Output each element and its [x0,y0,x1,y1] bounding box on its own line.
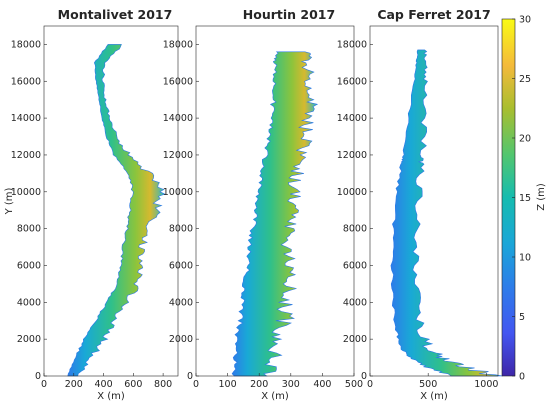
y-tick-label: 4000 [343,297,367,308]
y-axis-ticks: 0 2000 4000 6000 8000 10000 12000 14000 16000 180… [337,39,373,382]
coastline-surface [231,51,319,377]
x-tick-label: 600 [124,379,142,390]
y-tick-label: 14000 [163,113,193,124]
x-axis-label: X (m) [261,391,289,402]
x-axis-label: X (m) [420,391,448,402]
y-tick-label: 14000 [11,113,41,124]
x-tick-label: 500 [419,379,437,390]
colorbar-tick-label: 25 [519,74,531,85]
y-tick-label: 4000 [17,297,41,308]
colorbar-label: Z (m) [536,183,547,211]
y-tick-label: 6000 [343,260,367,271]
y-tick-label: 18000 [163,39,193,50]
colorbar-tick-label: 0 [519,372,525,383]
y-tick-label: 6000 [169,260,193,271]
coastline-band [231,51,319,377]
colorbar-tick-label: 30 [519,15,531,26]
x-axis-ticks: 0 100 200 300 400 500 [193,373,363,390]
x-axis-ticks: 0 500 1000 [367,373,498,390]
x-tick-label: 0 [367,379,373,390]
y-axis-ticks: 0 2000 4000 6000 8000 10000 12000 14000 16000 180… [163,39,199,382]
y-tick-label: 2000 [169,334,193,345]
x-tick-label: 500 [345,379,363,390]
coastline-surface [390,49,503,377]
colorbar-tick-label: 15 [519,193,531,204]
x-tick-label: 100 [219,379,237,390]
x-tick-label: 0 [193,379,199,390]
y-tick-label: 12000 [11,150,41,161]
colorbar: 0 5 10 15 20 25 30 Z (m) [501,15,547,383]
y-tick-label: 2000 [17,334,41,345]
panel-hourtin: Hourtin 2017 0 100 200 300 400 500 0 2000 4000 6… [163,7,363,402]
colorbar-ticks: 0 5 10 15 20 25 30 [512,15,531,383]
colorbar-tick-label: 10 [519,253,531,264]
y-tick-label: 14000 [337,113,367,124]
x-tick-label: 1000 [474,379,498,390]
y-tick-label: 16000 [11,76,41,87]
y-tick-label: 2000 [343,334,367,345]
x-tick-label: 200 [65,379,83,390]
colorbar-tick-label: 5 [519,312,525,323]
panel-title: Montalivet 2017 [58,7,173,22]
x-axis-ticks: 0 200 400 600 800 [41,373,172,390]
y-tick-label: 0 [35,371,41,382]
y-tick-label: 0 [187,371,193,382]
y-tick-label: 8000 [169,224,193,235]
x-axis-label: X (m) [97,391,125,402]
plot-area [369,25,499,377]
y-tick-label: 16000 [163,76,193,87]
coastline-band [390,49,503,377]
x-tick-label: 0 [41,379,47,390]
x-tick-label: 200 [250,379,268,390]
y-tick-label: 8000 [17,224,41,235]
panel-title: Hourtin 2017 [243,7,335,22]
y-tick-label: 0 [361,371,367,382]
x-tick-label: 800 [154,379,172,390]
y-tick-label: 10000 [11,187,41,198]
y-tick-label: 18000 [337,39,367,50]
y-tick-label: 10000 [163,187,193,198]
x-tick-label: 400 [94,379,112,390]
panel-cap-ferret: Cap Ferret 2017 0 500 1000 020004000600080… [337,7,503,402]
y-tick-label: 6000 [17,260,41,271]
y-tick-label: 12000 [337,150,367,161]
plot-area [195,25,355,377]
y-tick-label: 4000 [169,297,193,308]
colorbar-tick-label: 20 [519,134,531,145]
x-tick-label: 400 [313,379,331,390]
panel-title: Cap Ferret 2017 [377,7,490,22]
plot-area [43,25,179,377]
y-tick-label: 10000 [337,187,367,198]
coastline-band [67,44,166,377]
y-tick-label: 16000 [337,76,367,87]
y-axis-ticks: 0 2000 4000 6000 8000 10000 12000 14000 16000 180… [11,39,47,382]
y-axis-label: Y (m) [4,187,15,215]
panel-montalivet: Montalivet 2017 0 200 400 600 800 0 2000 4000 6… [4,7,179,402]
coastline-surface [67,44,166,377]
y-tick-label: 12000 [163,150,193,161]
x-tick-label: 300 [282,379,300,390]
y-tick-label: 18000 [11,39,41,50]
y-tick-label: 8000 [343,224,367,235]
